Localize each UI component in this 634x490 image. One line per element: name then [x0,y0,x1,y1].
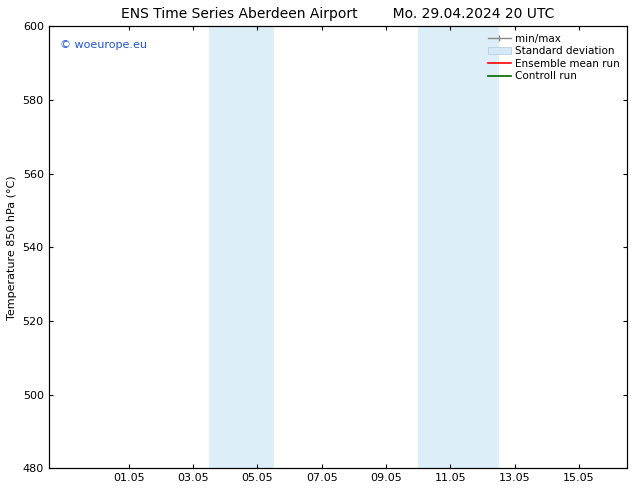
Bar [242,26,273,468]
Text: © woeurope.eu: © woeurope.eu [60,40,147,49]
Bar [418,26,450,468]
Legend: min/max, Standard deviation, Ensemble mean run, Controll run: min/max, Standard deviation, Ensemble me… [484,29,624,86]
Title: ENS Time Series Aberdeen Airport        Mo. 29.04.2024 20 UTC: ENS Time Series Aberdeen Airport Mo. 29.… [121,7,555,21]
Bar [450,26,498,468]
Bar [209,26,242,468]
Y-axis label: Temperature 850 hPa (°C): Temperature 850 hPa (°C) [7,175,17,319]
